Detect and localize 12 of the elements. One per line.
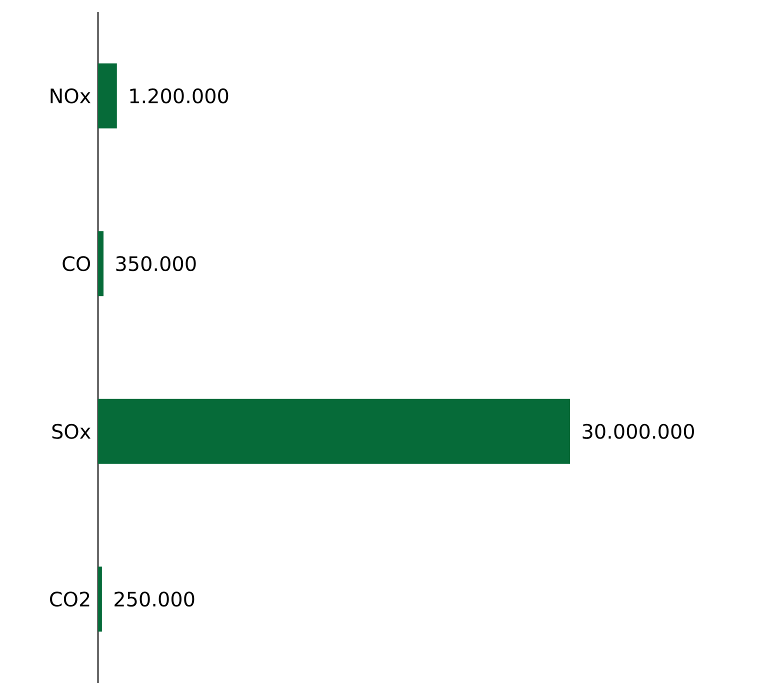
bar bbox=[98, 64, 117, 129]
y-tick-label: CO bbox=[62, 256, 90, 272]
data-label: 350.000 bbox=[116, 256, 196, 272]
y-tick-label: NOx bbox=[50, 88, 91, 104]
data-label: 1.200.000 bbox=[130, 88, 228, 104]
data-label: 250.000 bbox=[114, 592, 194, 607]
bar bbox=[98, 231, 104, 296]
y-tick-label: CO2 bbox=[50, 592, 90, 607]
y-tick-label: SOx bbox=[52, 424, 91, 440]
data-label: 30.000.000 bbox=[582, 424, 694, 440]
bar bbox=[98, 566, 102, 632]
bar bbox=[98, 399, 570, 464]
